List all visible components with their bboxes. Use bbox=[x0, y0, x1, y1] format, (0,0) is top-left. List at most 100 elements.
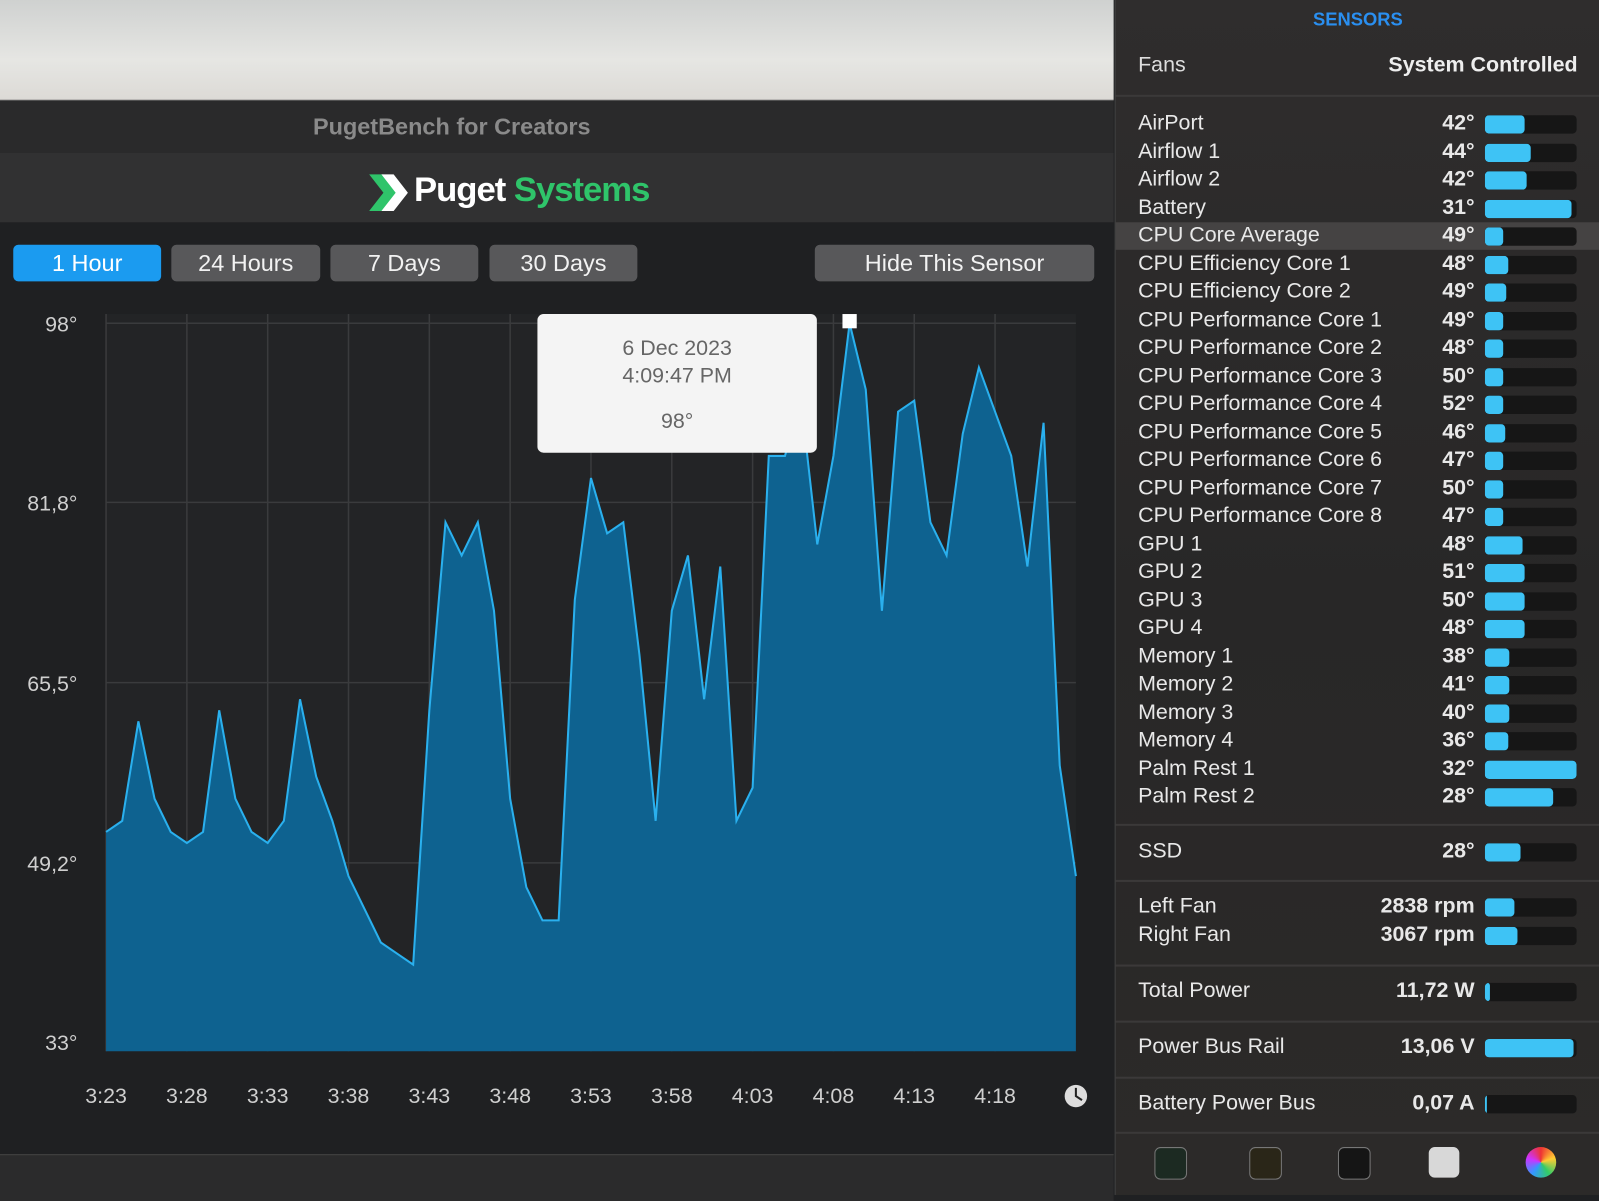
sensor-bar bbox=[1484, 227, 1504, 246]
sensor-value: 50° bbox=[1442, 475, 1475, 500]
sensor-bar-track bbox=[1484, 563, 1577, 583]
y-tick-label: 65,5° bbox=[27, 672, 77, 696]
sensor-name: CPU Performance Core 4 bbox=[1138, 391, 1383, 415]
app-icon[interactable] bbox=[1525, 1147, 1557, 1178]
sensor-bar bbox=[1484, 199, 1572, 218]
sensor-name: SSD bbox=[1138, 839, 1183, 863]
sensor-name: AirPort bbox=[1138, 111, 1204, 135]
sensor-row: CPU Efficiency Core 2 49° bbox=[1116, 278, 1599, 306]
logo-text: Puget Systems bbox=[414, 170, 650, 210]
sensor-name: CPU Performance Core 2 bbox=[1138, 335, 1383, 359]
sensor-bar bbox=[1484, 367, 1504, 386]
sensor-row: Power Bus Rail 13,06 V bbox=[1116, 1034, 1599, 1062]
sensor-bar-track bbox=[1484, 675, 1577, 695]
y-tick-label: 33° bbox=[45, 1031, 77, 1055]
sensor-row: CPU Core Average 49° bbox=[1115, 222, 1599, 250]
sensor-bar-track bbox=[1484, 732, 1577, 751]
sensor-row: Memory 4 36° bbox=[1116, 727, 1599, 755]
panel-title: SENSORS bbox=[1312, 9, 1403, 30]
header: Puget Systems bbox=[0, 152, 1114, 223]
sensor-row: Airflow 2 42° bbox=[1116, 166, 1599, 194]
range-button[interactable]: 1 Hour bbox=[13, 244, 162, 282]
range-button[interactable]: 7 Days bbox=[330, 244, 479, 282]
sensor-bar-track bbox=[1484, 591, 1577, 611]
sensor-value: 0,07 A bbox=[1412, 1090, 1475, 1115]
sensor-name: Battery bbox=[1138, 195, 1206, 219]
sensor-row: Airflow 1 44° bbox=[1116, 138, 1599, 166]
sensor-value: 48° bbox=[1442, 251, 1475, 275]
sensor-row: CPU Performance Core 3 50° bbox=[1116, 362, 1599, 390]
sensor-name: GPU 3 bbox=[1138, 587, 1203, 612]
sensor-value: 28° bbox=[1442, 839, 1475, 863]
fans-mode[interactable]: System Controlled bbox=[1388, 53, 1578, 77]
sensor-bar bbox=[1484, 115, 1525, 134]
range-button[interactable]: 30 Days bbox=[489, 244, 638, 282]
fans-label: Fans bbox=[1138, 53, 1186, 77]
range-button[interactable]: 24 Hours bbox=[171, 244, 321, 282]
sensor-bar-track bbox=[1484, 367, 1577, 386]
sensor-name: Right Fan bbox=[1138, 922, 1231, 947]
sensor-bar-track bbox=[1484, 1095, 1577, 1114]
x-tick-label: 3:58 bbox=[651, 1084, 693, 1108]
separator bbox=[1115, 879, 1599, 882]
sensor-name: GPU 4 bbox=[1138, 615, 1203, 640]
sensor-value: 42° bbox=[1442, 167, 1475, 191]
sensor-bar-track bbox=[1484, 535, 1577, 555]
app-icon[interactable] bbox=[1428, 1147, 1460, 1178]
sensor-bar bbox=[1484, 760, 1577, 779]
sensor-value: 50° bbox=[1442, 587, 1475, 612]
sensor-value: 32° bbox=[1442, 756, 1475, 780]
sensor-panel: SENSORS Fans System Controlled AirPort 42… bbox=[1114, 0, 1599, 1195]
sensor-name: CPU Performance Core 3 bbox=[1138, 363, 1383, 387]
sensor-bar-track bbox=[1484, 704, 1577, 723]
x-tick-label: 3:53 bbox=[570, 1084, 612, 1108]
sensor-name: GPU 2 bbox=[1138, 559, 1203, 584]
sensor-row: CPU Performance Core 5 46° bbox=[1116, 419, 1599, 447]
sensor-bar bbox=[1484, 339, 1504, 358]
sensor-bar bbox=[1484, 843, 1521, 862]
app-icon[interactable] bbox=[1249, 1147, 1282, 1180]
sensor-bar-track bbox=[1484, 926, 1577, 946]
sensor-bar-track bbox=[1484, 760, 1577, 779]
sensor-bar bbox=[1484, 535, 1523, 555]
sensor-row: Memory 3 40° bbox=[1116, 699, 1599, 727]
sensor-bar bbox=[1484, 591, 1525, 611]
sensor-bar bbox=[1484, 507, 1504, 527]
sensor-value: 31° bbox=[1442, 195, 1475, 219]
sensor-value: 47° bbox=[1442, 503, 1475, 528]
sensor-bar-track bbox=[1484, 199, 1577, 218]
sensor-bar-track bbox=[1484, 171, 1577, 190]
sensor-row: Memory 2 41° bbox=[1116, 671, 1599, 699]
sensor-row: CPU Performance Core 8 47° bbox=[1116, 503, 1599, 531]
sensor-value: 11,72 W bbox=[1396, 978, 1475, 1003]
sensor-row: Total Power 11,72 W bbox=[1116, 978, 1599, 1006]
sensor-name: CPU Core Average bbox=[1138, 223, 1320, 247]
separator bbox=[1115, 1020, 1599, 1023]
sensor-bar-track bbox=[1484, 619, 1577, 639]
sensor-bar bbox=[1484, 395, 1504, 414]
sensor-bar bbox=[1484, 926, 1518, 946]
sensor-bar bbox=[1484, 143, 1531, 162]
sensor-name: CPU Performance Core 6 bbox=[1138, 447, 1383, 472]
sensor-value: 44° bbox=[1442, 139, 1475, 163]
sensor-row: Battery Power Bus 0,07 A bbox=[1116, 1090, 1599, 1118]
hide-button[interactable]: Hide This Sensor bbox=[814, 244, 1095, 282]
sensor-row: Memory 1 38° bbox=[1116, 643, 1599, 671]
x-tick-label: 4:08 bbox=[813, 1084, 855, 1108]
sensor-name: Airflow 1 bbox=[1138, 139, 1221, 163]
sensor-bar bbox=[1484, 1038, 1574, 1058]
sensor-name: GPU 1 bbox=[1138, 531, 1203, 556]
line bbox=[105, 322, 1077, 967]
logo-first: Puget bbox=[414, 170, 506, 210]
tooltip-time: 4:09:47 PM bbox=[622, 363, 731, 387]
sensor-name: Memory 4 bbox=[1138, 727, 1234, 752]
sensor-bar-track bbox=[1484, 788, 1577, 807]
app-icon[interactable] bbox=[1337, 1147, 1371, 1180]
sensor-value: 48° bbox=[1442, 531, 1475, 556]
app-icon[interactable] bbox=[1154, 1147, 1188, 1180]
tooltip-value: 98° bbox=[661, 409, 693, 433]
sensor-bar-track bbox=[1484, 647, 1577, 667]
sensor-name: CPU Performance Core 5 bbox=[1138, 419, 1383, 444]
separator bbox=[1115, 964, 1599, 967]
